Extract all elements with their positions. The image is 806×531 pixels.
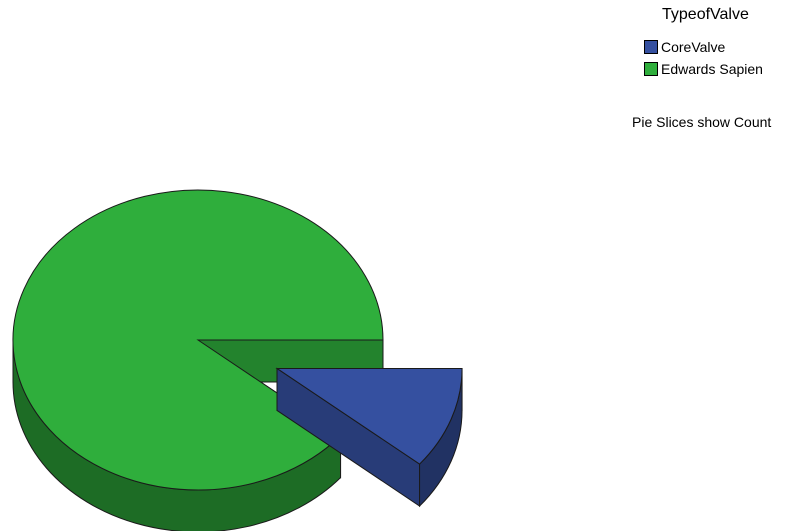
legend-item-corevalve: CoreValve: [644, 38, 725, 56]
legend-item-edwards-sapien: Edwards Sapien: [644, 60, 763, 78]
pie-slice-corevalve: [275, 367, 463, 465]
legend-swatch-edwards-sapien: [644, 62, 658, 76]
pie-note: Pie Slices show Count: [632, 114, 772, 130]
pie-slice-edwards-sapien: [12, 189, 384, 491]
legend-swatch-corevalve: [644, 40, 658, 54]
legend-title: TypeofValve: [662, 6, 749, 23]
legend-label-edwards-sapien: Edwards Sapien: [661, 61, 763, 77]
legend-label-corevalve: CoreValve: [661, 39, 726, 55]
